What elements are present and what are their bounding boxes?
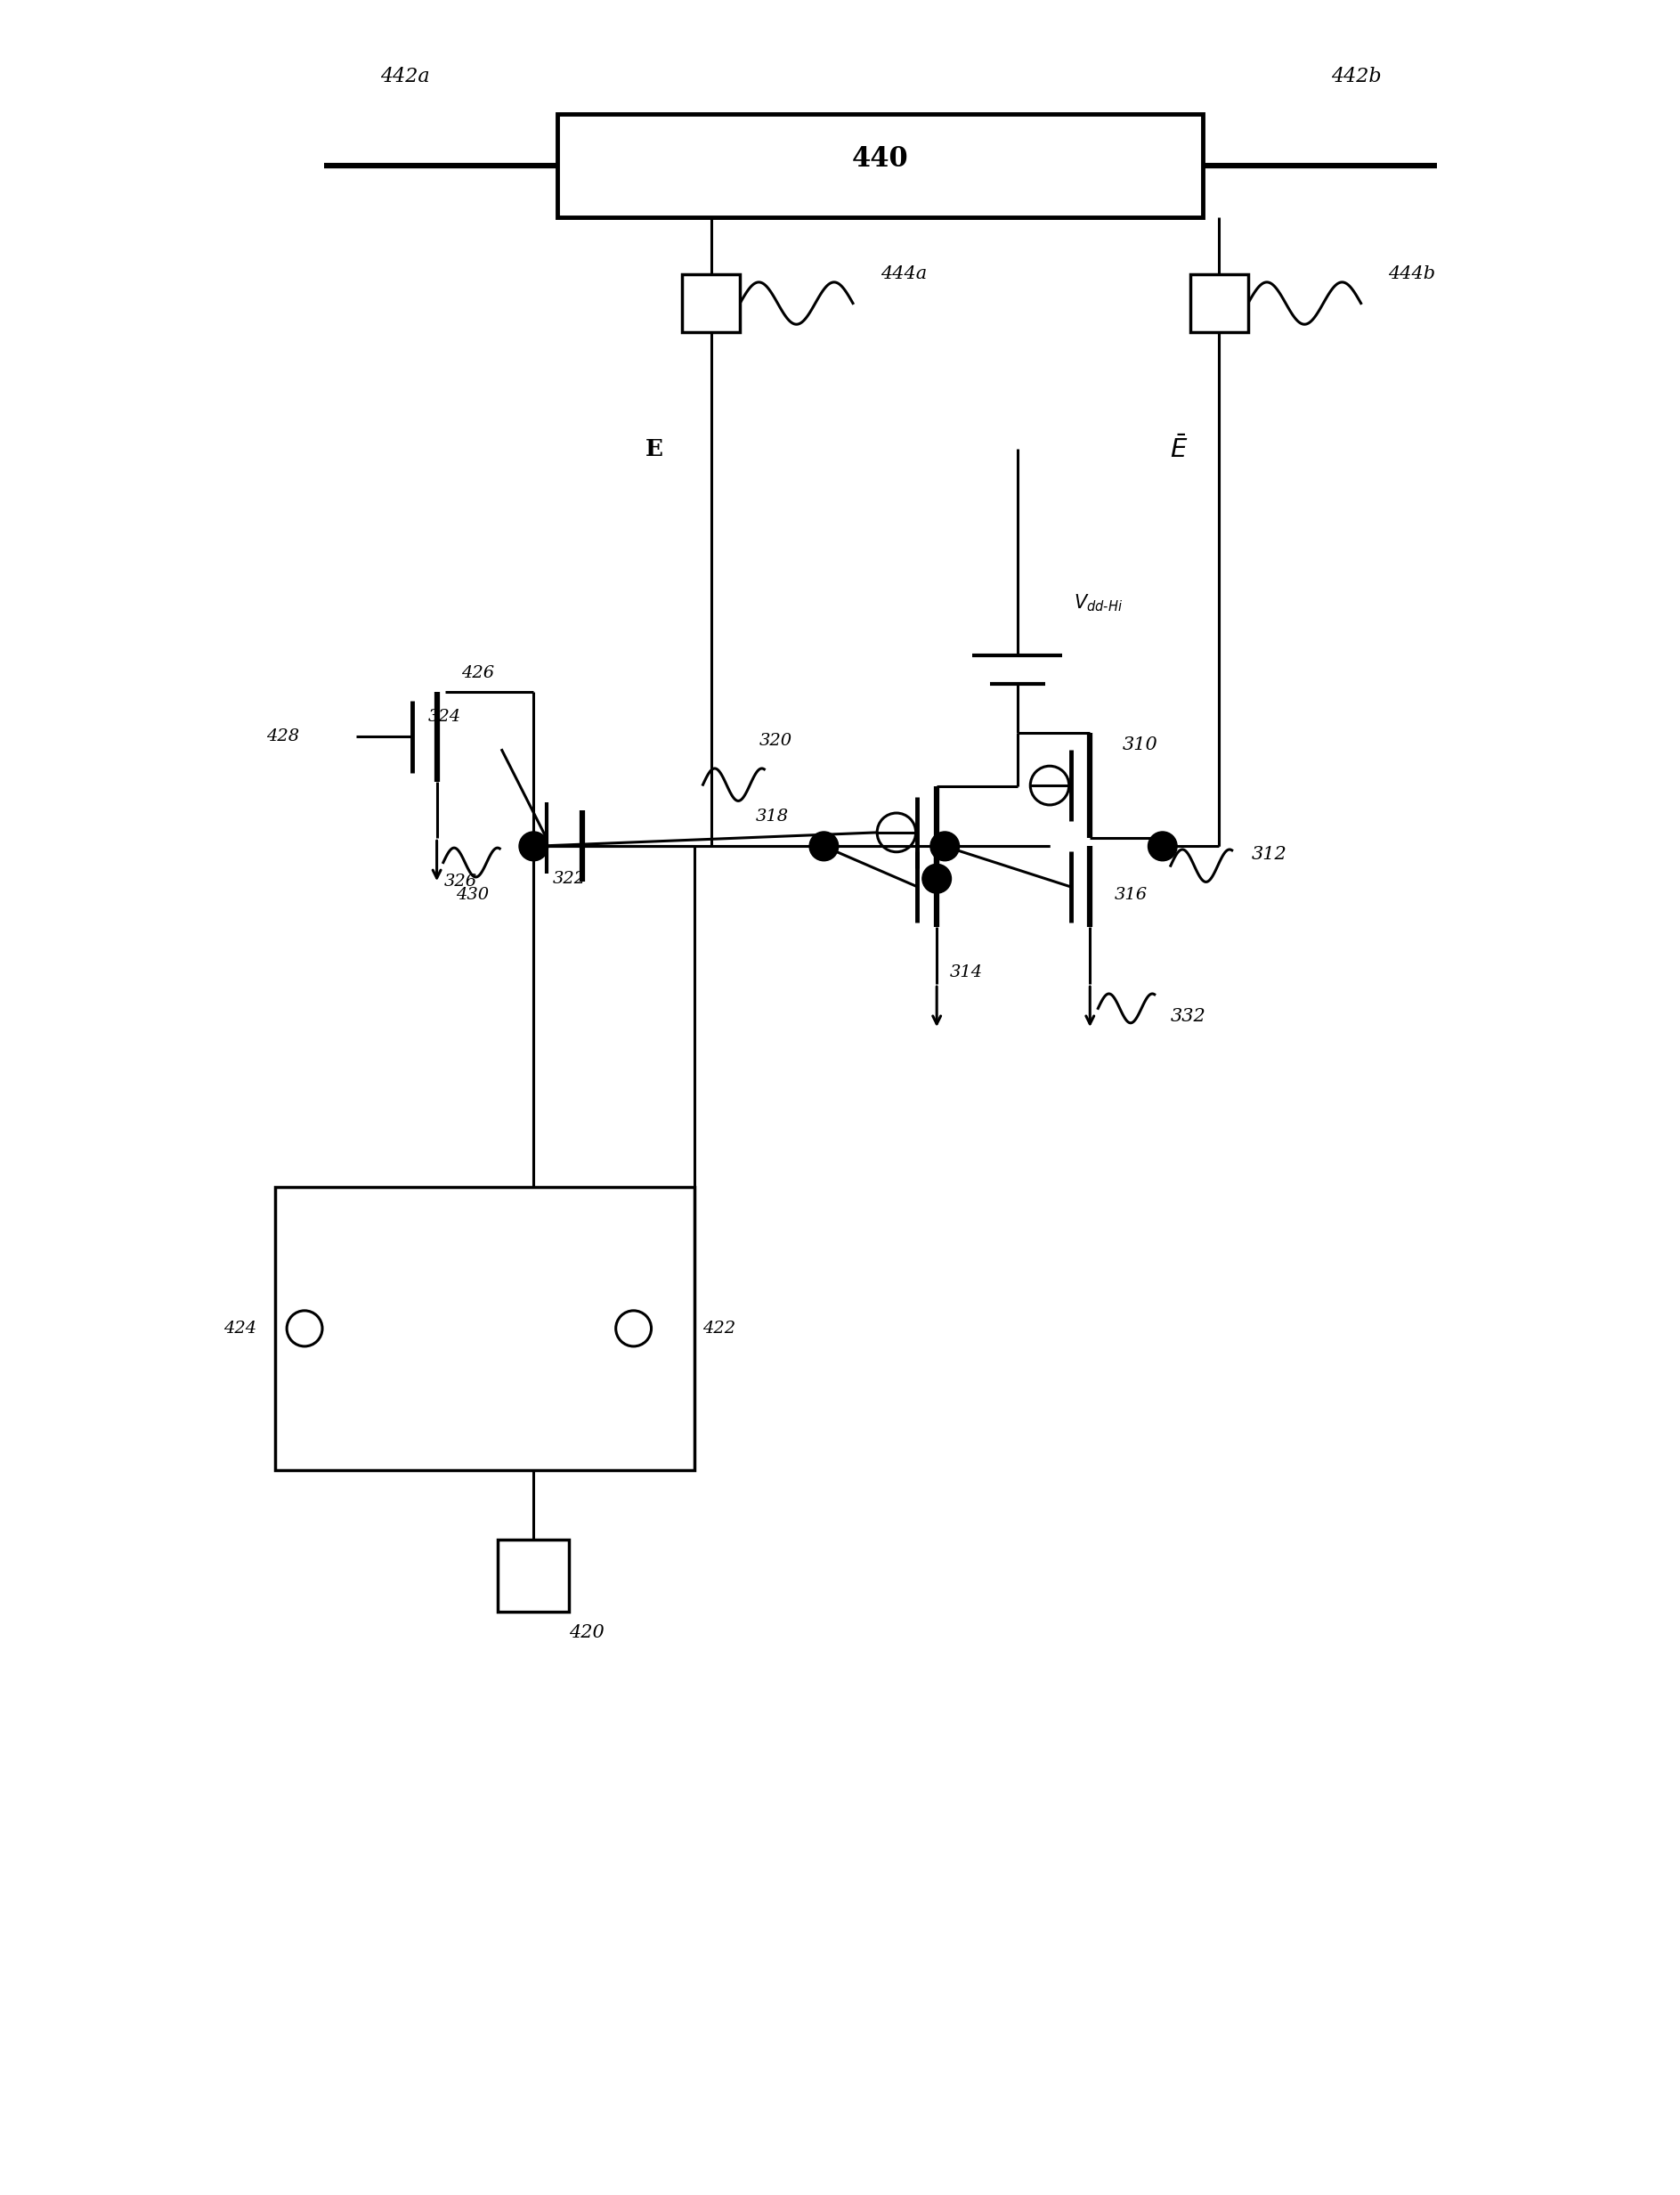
Bar <box>276 1187 696 1471</box>
Text: 312: 312 <box>1252 845 1287 863</box>
Text: 442a: 442a <box>380 66 430 86</box>
Text: 318: 318 <box>756 808 788 825</box>
Text: 422: 422 <box>702 1321 736 1337</box>
Text: 322: 322 <box>553 871 586 887</box>
Bar <box>558 114 1203 217</box>
Text: 440: 440 <box>852 145 909 173</box>
Text: $V_{dd\text{-}Hi}$: $V_{dd\text{-}Hi}$ <box>1074 593 1122 615</box>
Text: 426: 426 <box>460 665 494 680</box>
Text: 310: 310 <box>1122 738 1158 753</box>
Bar <box>1189 274 1248 331</box>
Text: 332: 332 <box>1171 1008 1206 1025</box>
Text: 428: 428 <box>267 729 299 744</box>
Circle shape <box>519 832 548 860</box>
Bar <box>497 1541 570 1611</box>
Text: 316: 316 <box>1114 887 1147 902</box>
Text: E: E <box>645 439 664 461</box>
Text: 324: 324 <box>428 709 462 724</box>
Circle shape <box>1147 832 1178 860</box>
Text: 444b: 444b <box>1388 266 1436 283</box>
Text: 320: 320 <box>759 733 791 748</box>
Bar <box>682 274 739 331</box>
Text: 444a: 444a <box>880 266 927 283</box>
Text: 420: 420 <box>570 1624 605 1642</box>
Text: 442b: 442b <box>1331 66 1381 86</box>
Circle shape <box>922 865 951 893</box>
Text: 430: 430 <box>457 887 489 902</box>
Circle shape <box>810 832 838 860</box>
Text: 314: 314 <box>949 964 983 981</box>
Text: $\bar{E}$: $\bar{E}$ <box>1169 435 1188 463</box>
Text: 424: 424 <box>223 1321 255 1337</box>
Circle shape <box>931 832 959 860</box>
Text: 326: 326 <box>445 874 477 889</box>
